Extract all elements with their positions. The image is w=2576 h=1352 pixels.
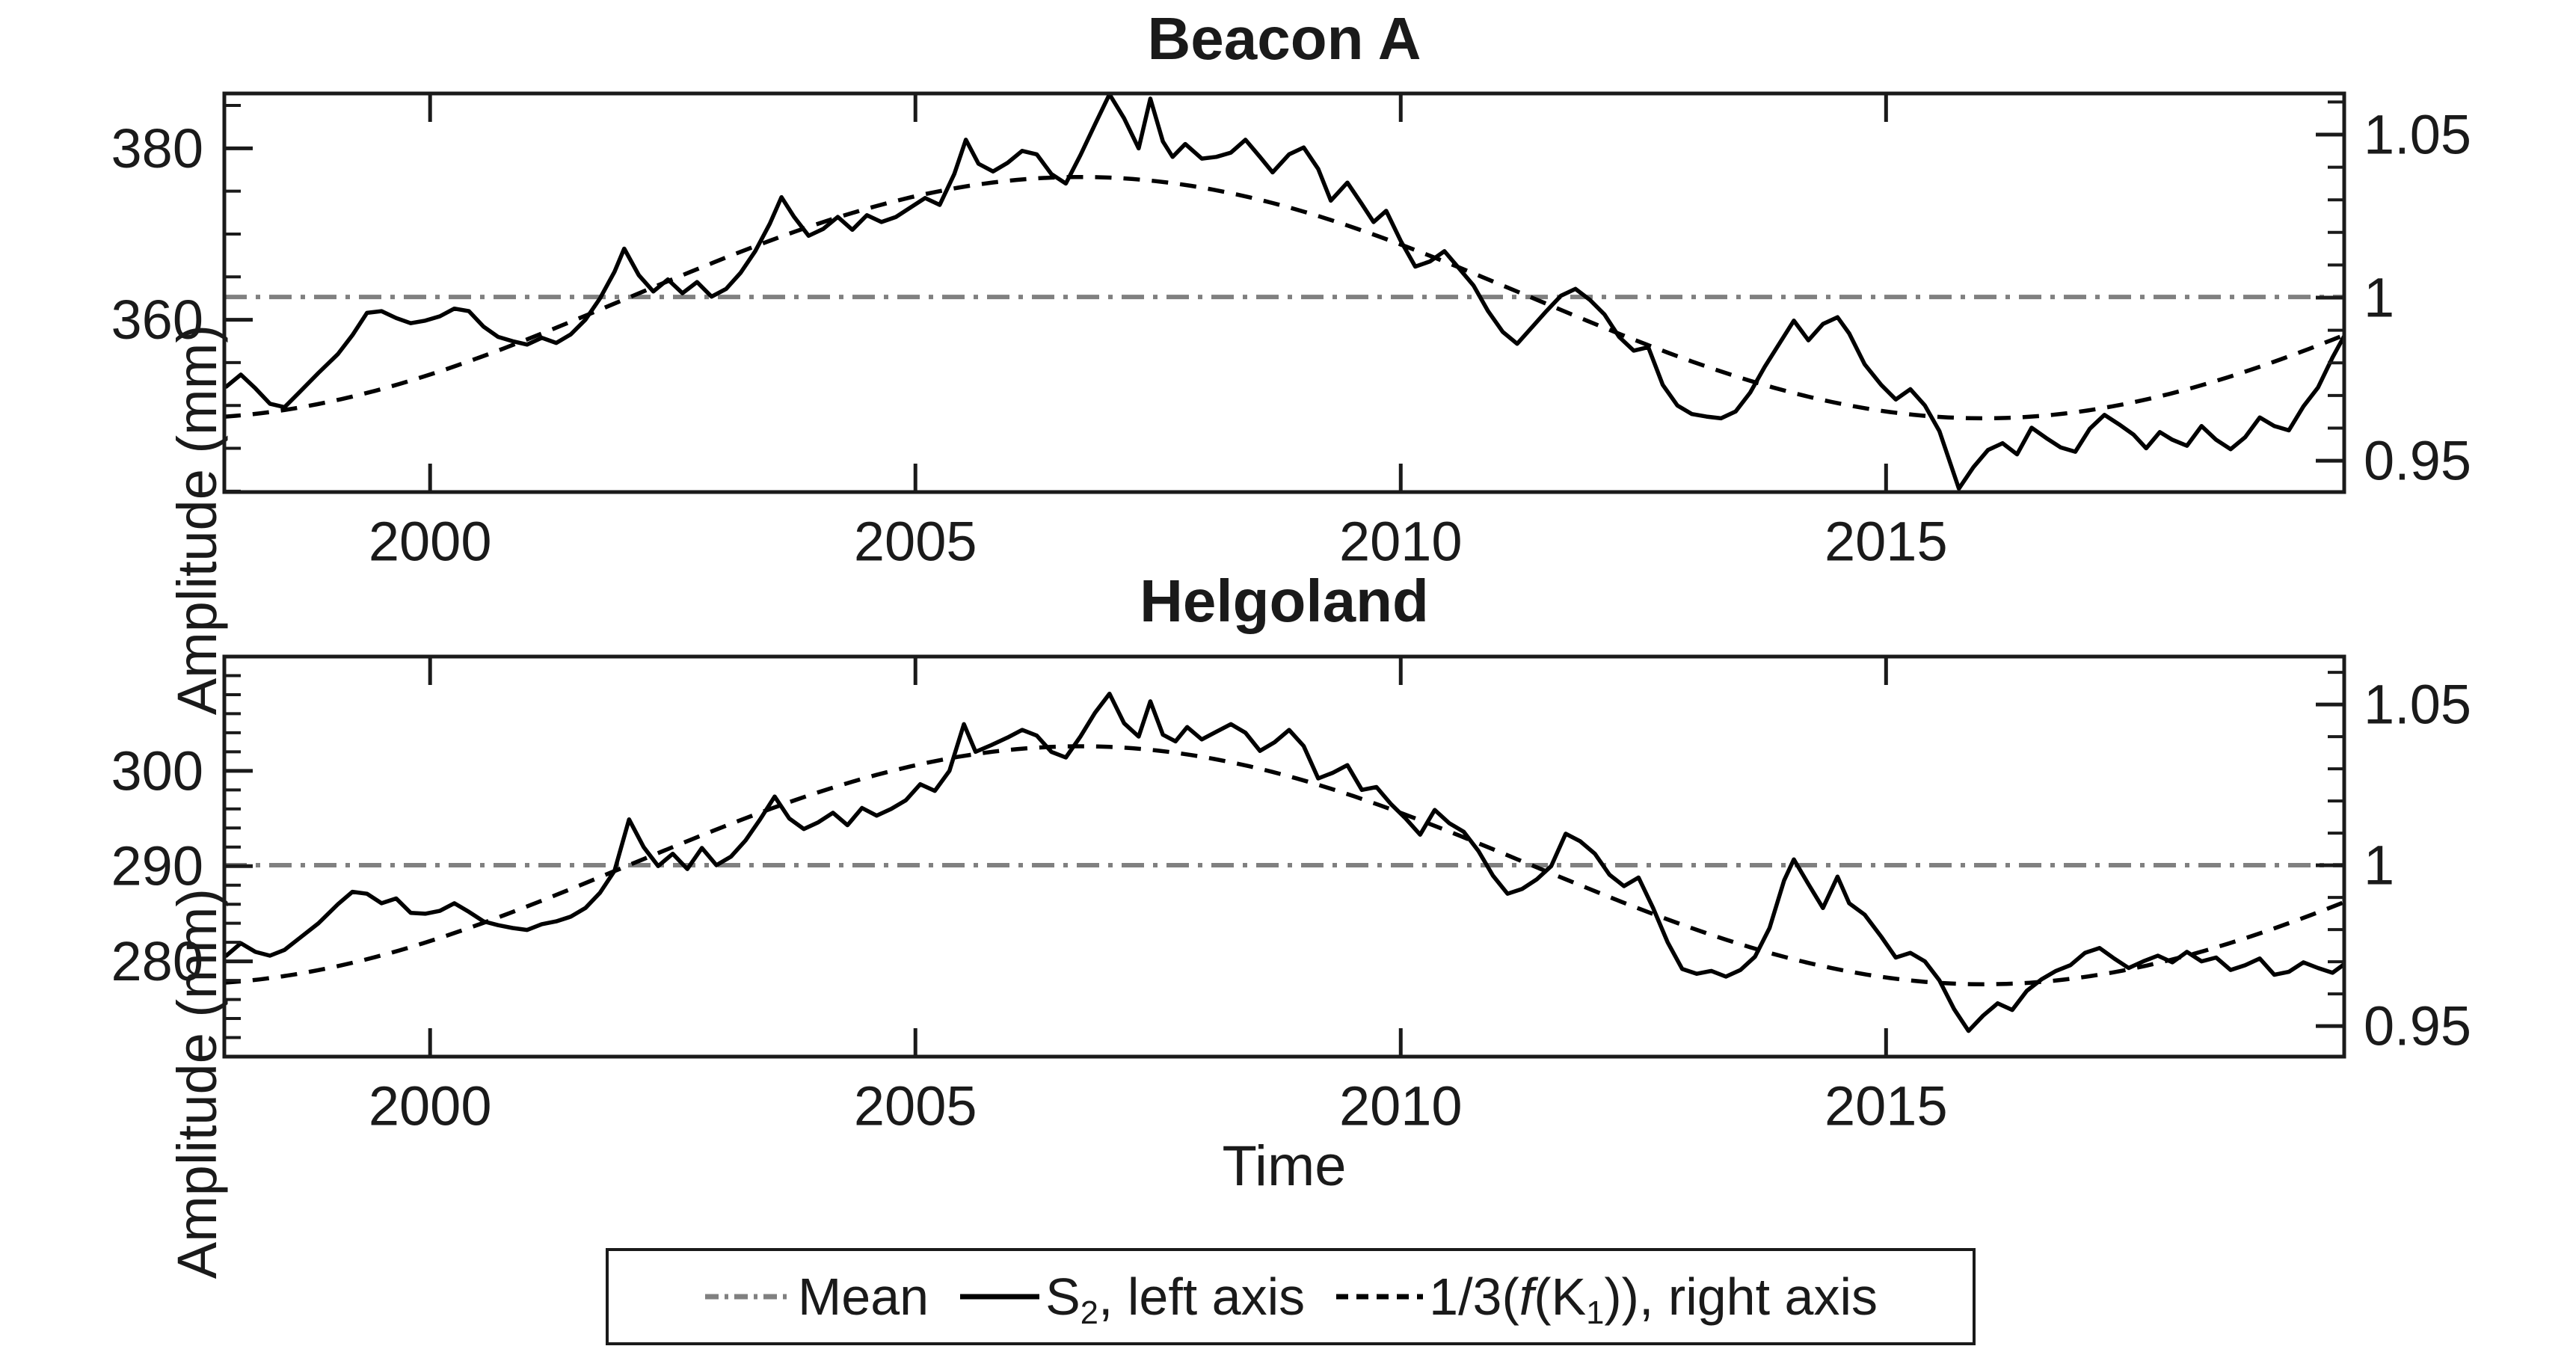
legend-label-s2: S2, left axis [1045, 1268, 1306, 1332]
x-tick-label: 2005 [854, 511, 977, 573]
x-axis-label: Time [1222, 1134, 1347, 1198]
legend-item-s2: S2, left axis [959, 1267, 1306, 1332]
y-left-tick-label: 360 [111, 289, 203, 351]
plot-1: 2000 2005 2010 2015 360 380 0.95 1 1.05 [111, 91, 2471, 573]
y-right-tick-label: 1 [2364, 267, 2394, 329]
x-tick-label: 2015 [1825, 511, 1948, 573]
x-tick-label: 2000 [369, 511, 492, 573]
y-left-tick-label: 290 [111, 835, 203, 897]
y-right-tick-label: 1 [2364, 835, 2394, 897]
legend: Mean S2, left axis 1/3(f(K1)), right axi… [606, 1248, 1976, 1345]
legend-item-node-factor: 1/3(f(K1)), right axis [1335, 1267, 1878, 1332]
plot1-title: Beacon A [1147, 5, 1421, 72]
y-left-tick-label: 380 [111, 117, 203, 179]
y-left-tick-label: 280 [111, 930, 203, 992]
plot2-title: Helgoland [1140, 568, 1429, 634]
dashed-line-sample-icon [1336, 1294, 1424, 1300]
y-right-tick-label: 1.05 [2364, 674, 2471, 736]
x-tick-label: 2010 [1339, 1075, 1463, 1137]
x-tick-label: 2005 [854, 1075, 977, 1137]
y-left-tick-label: 300 [111, 740, 203, 802]
plot-2: 2000 2005 2010 2015 280 290 300 0.95 1 1.05 [111, 654, 2471, 1137]
x-tick-label: 2000 [369, 1075, 492, 1137]
series-s2-solid [224, 691, 2344, 1033]
mean-line-sample-icon [704, 1294, 792, 1300]
plot2-ylabel-left: Amplitude (mm) [166, 888, 229, 1279]
x-tick-label: 2015 [1825, 1075, 1948, 1137]
legend-item-mean: Mean [704, 1267, 929, 1327]
plot1-ylabel-left: Amplitude (mm) [166, 325, 229, 716]
series-s2-solid [224, 93, 2344, 491]
solid-line-sample-icon [960, 1294, 1040, 1300]
y-right-tick-label: 0.95 [2364, 430, 2471, 492]
y-right-tick-label: 0.95 [2364, 995, 2471, 1057]
x-tick-label: 2010 [1339, 511, 1463, 573]
y-right-tick-label: 1.05 [2364, 103, 2471, 165]
plot-box [222, 654, 2346, 1059]
legend-label-mean: Mean [797, 1268, 929, 1326]
legend-label-node-factor: 1/3(f(K1)), right axis [1429, 1268, 1878, 1332]
plot-box [222, 91, 2346, 494]
